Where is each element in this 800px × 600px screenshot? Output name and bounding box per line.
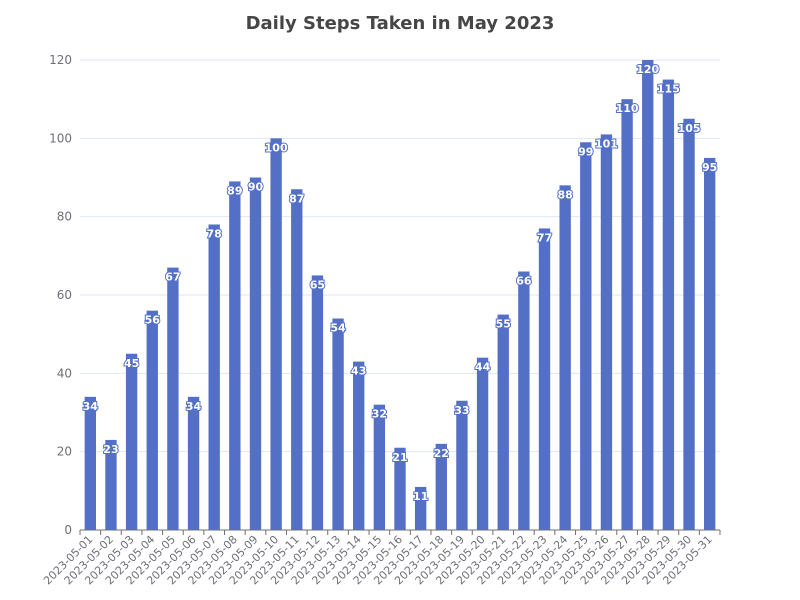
bar	[497, 314, 509, 530]
bar	[291, 189, 303, 530]
data-label: 21	[392, 451, 407, 464]
bar	[353, 361, 365, 530]
data-label: 100	[265, 141, 288, 154]
bars	[84, 60, 716, 531]
chart-title: Daily Steps Taken in May 2023	[246, 13, 555, 34]
bar	[229, 181, 241, 530]
bar	[621, 99, 633, 531]
data-label: 95	[702, 161, 717, 174]
x-axis-ticks: 2023-05-012023-05-022023-05-032023-05-04…	[41, 530, 721, 587]
data-label: 56	[145, 314, 161, 327]
data-label: 33	[454, 404, 469, 417]
data-label: 88	[558, 188, 573, 201]
bar	[167, 267, 179, 530]
bar	[662, 79, 675, 530]
bar	[414, 486, 427, 530]
y-tick-label: 0	[64, 523, 72, 537]
bar	[84, 396, 96, 530]
bar	[559, 185, 571, 531]
bar	[373, 404, 386, 530]
data-label: 105	[678, 122, 701, 135]
y-tick-label: 120	[49, 53, 72, 67]
bar	[476, 357, 489, 530]
bar	[435, 443, 447, 530]
data-label: 101	[595, 137, 618, 150]
data-label: 22	[434, 447, 449, 460]
bar	[683, 118, 695, 530]
data-label: 44	[475, 361, 491, 374]
data-label: 67	[165, 271, 180, 284]
bar	[208, 224, 220, 530]
data-label: 11	[413, 490, 428, 503]
bar	[125, 353, 138, 530]
bar	[538, 228, 551, 530]
data-label: 55	[496, 318, 511, 331]
bar	[146, 310, 158, 530]
bar	[311, 275, 324, 530]
data-labels: 34 23 45 56 67 34 78 89 90 100 87 65 54 43 32 21 11 22 33 4…	[82, 62, 719, 504]
data-label: 120	[636, 63, 659, 76]
y-tick-label: 100	[49, 131, 72, 145]
y-tick-label: 20	[57, 445, 72, 459]
bar	[642, 60, 654, 530]
bar	[518, 271, 530, 530]
y-tick-label: 80	[57, 210, 72, 224]
y-tick-label: 60	[57, 288, 72, 302]
data-label: 87	[289, 192, 304, 205]
data-label: 65	[310, 278, 325, 291]
bar	[456, 400, 468, 530]
bar	[270, 138, 282, 531]
bar	[704, 157, 716, 530]
data-label: 45	[124, 357, 139, 370]
data-label: 23	[103, 443, 118, 456]
data-label: 89	[227, 184, 242, 197]
data-label: 90	[248, 181, 264, 194]
y-tick-label: 40	[57, 366, 72, 380]
data-label: 32	[372, 408, 387, 421]
data-label: 34	[83, 400, 99, 413]
data-label: 54	[330, 322, 346, 335]
data-label: 99	[578, 145, 593, 158]
grid-lines	[80, 59, 720, 453]
bar	[332, 318, 344, 530]
data-label: 110	[616, 102, 639, 115]
bar	[187, 396, 200, 530]
data-label: 34	[186, 400, 202, 413]
data-label: 78	[207, 228, 222, 241]
bar	[249, 177, 262, 530]
bar	[580, 142, 592, 530]
bar	[105, 439, 117, 530]
data-label: 115	[657, 83, 680, 96]
bar	[600, 134, 613, 530]
data-label: 66	[516, 275, 532, 288]
y-axis-ticks: 0 20 40 60 80 100 120	[49, 53, 72, 537]
data-label: 77	[537, 231, 552, 244]
data-label: 43	[351, 365, 366, 378]
bar	[394, 447, 406, 530]
